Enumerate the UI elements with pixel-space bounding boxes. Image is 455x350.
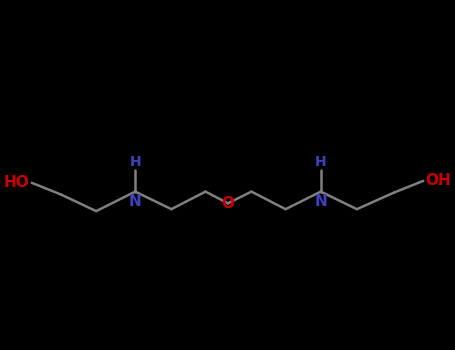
Text: O: O bbox=[222, 196, 234, 211]
Text: HO: HO bbox=[4, 175, 30, 190]
Text: H: H bbox=[315, 155, 327, 169]
Text: H: H bbox=[129, 155, 141, 169]
Text: N: N bbox=[129, 194, 142, 209]
Text: N: N bbox=[314, 194, 327, 209]
Text: OH: OH bbox=[425, 173, 451, 188]
